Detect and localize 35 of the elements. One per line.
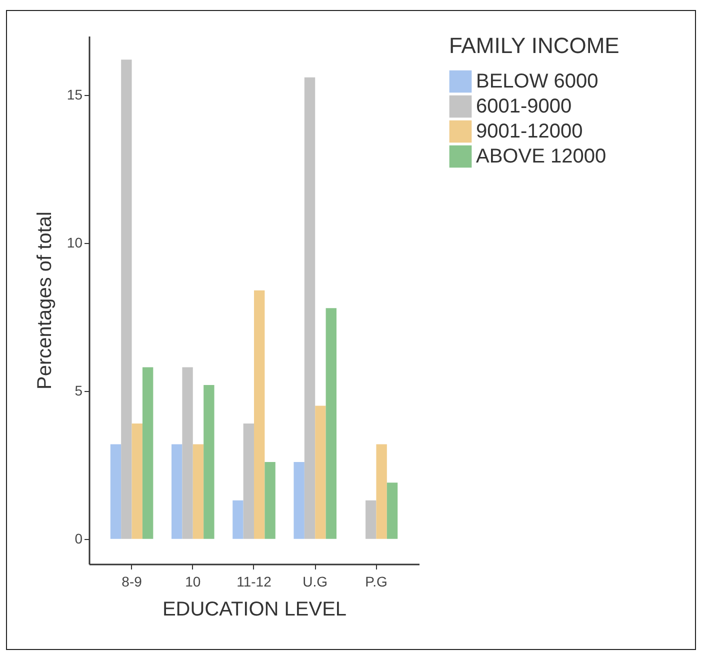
bar — [142, 367, 154, 539]
y-tick-label: 15 — [66, 86, 83, 103]
bar — [264, 462, 276, 539]
legend-label: ABOVE 12000 — [476, 146, 606, 168]
bar — [232, 500, 244, 539]
x-tick-label: 10 — [185, 574, 201, 590]
bar — [326, 308, 336, 539]
y-tick-label: 0 — [74, 530, 83, 546]
bar — [376, 444, 387, 539]
bar — [182, 367, 193, 539]
bar — [304, 77, 316, 539]
legend-title: FAMILY INCOME — [449, 33, 620, 58]
bar — [192, 444, 204, 539]
x-tick-label: 11-12 — [236, 574, 272, 590]
bar — [121, 60, 132, 539]
bar — [204, 385, 214, 539]
x-tick-label: 8-9 — [122, 574, 142, 590]
bar — [315, 406, 326, 539]
x-tick-label: U.G — [302, 574, 328, 590]
legend-label: 6001-9000 — [476, 96, 572, 118]
bar — [172, 444, 182, 539]
legend-label: BELOW 6000 — [476, 70, 598, 92]
bar — [366, 500, 376, 539]
bar — [110, 444, 122, 539]
y-tick-label: 5 — [74, 382, 83, 398]
bar — [243, 423, 254, 539]
x-tick-label: P.G — [365, 574, 388, 590]
bar — [254, 290, 265, 539]
bar — [294, 462, 304, 539]
y-axis-title: Percentages of total — [34, 212, 56, 390]
bar — [132, 423, 142, 539]
bar — [386, 482, 398, 539]
x-axis-title: EDUCATION LEVEL — [162, 598, 347, 620]
y-tick-label: 10 — [66, 234, 83, 251]
legend-label: 9001-12000 — [476, 120, 583, 142]
